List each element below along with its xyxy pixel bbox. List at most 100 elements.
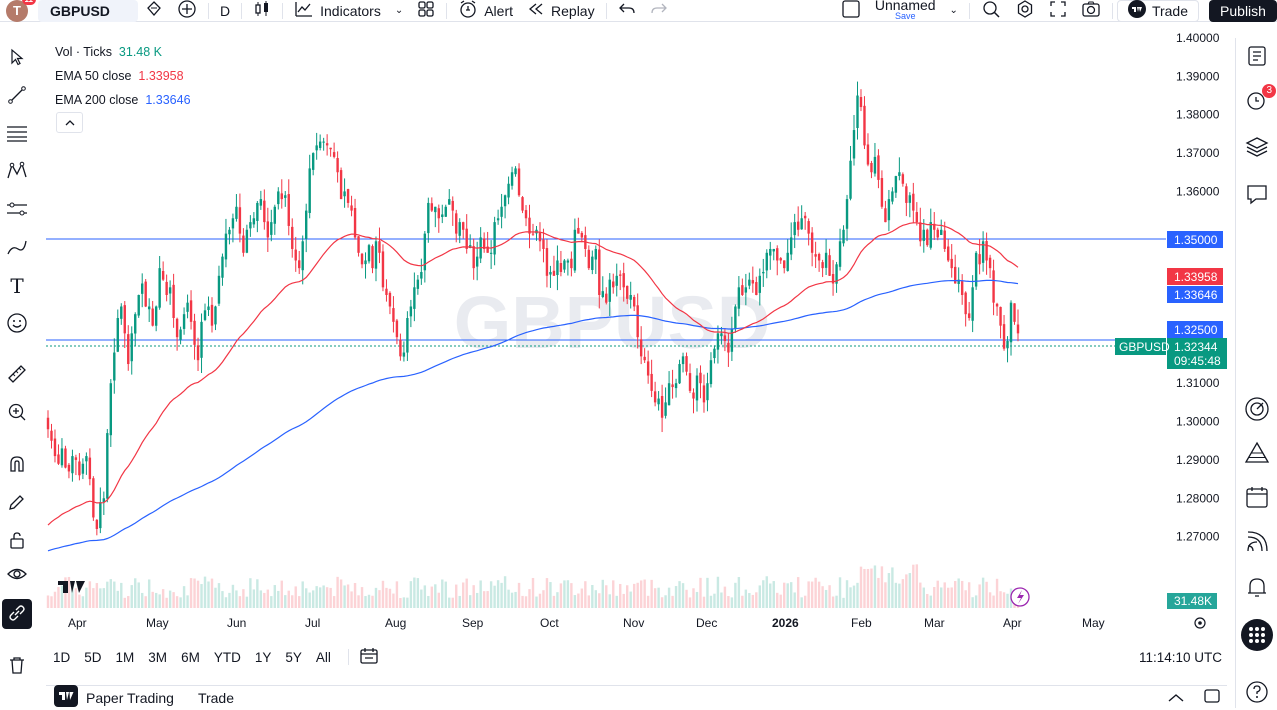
user-avatar[interactable]: T11	[6, 0, 36, 22]
text-tool[interactable]: T	[2, 271, 32, 301]
range-all[interactable]: All	[315, 649, 331, 665]
snapshot-button[interactable]	[1074, 0, 1108, 22]
paper-trading-tab[interactable]: Paper Trading	[86, 689, 174, 706]
candle-body	[744, 287, 748, 293]
volume-bar	[671, 595, 674, 608]
settings-button[interactable]	[1008, 0, 1042, 22]
expand-panel-button[interactable]	[1167, 690, 1185, 706]
volume-bar	[217, 583, 221, 608]
hide-drawings[interactable]	[2, 560, 32, 590]
time-axis-label: 2026	[772, 616, 799, 630]
calendar-button[interactable]	[1242, 483, 1272, 513]
maximize-panel-button[interactable]	[1203, 688, 1221, 707]
candle-body	[636, 305, 639, 338]
emoji-tool[interactable]	[2, 309, 32, 339]
watchlist-button[interactable]	[1242, 42, 1272, 72]
legend-row-ema200[interactable]: EMA 200 close 1.33646	[55, 88, 191, 112]
candle-body	[298, 260, 301, 269]
candle-body	[305, 210, 308, 239]
symbol-tag-text: GBPUSD	[1119, 340, 1170, 354]
cursor-tool[interactable]	[2, 43, 32, 73]
range-ytd[interactable]: YTD	[213, 649, 241, 665]
calendar-icon	[1245, 485, 1269, 512]
lightning-icon[interactable]	[1010, 587, 1030, 607]
streams-button[interactable]	[1242, 528, 1272, 558]
sync-drawings[interactable]	[2, 599, 32, 629]
volume-bar	[943, 582, 946, 608]
symbol-search[interactable]: GBPUSD	[38, 0, 138, 22]
layouts-button[interactable]	[410, 0, 442, 22]
magnet-tool[interactable]	[2, 450, 32, 480]
layout-name-label: Unnamed	[874, 0, 936, 13]
price-axis[interactable]: 1.40000 1.39000 1.38000 1.37000 1.36000 1.310…	[1176, 31, 1220, 544]
volume-bar	[845, 580, 849, 608]
chart-type-button[interactable]	[246, 0, 278, 22]
chats-button[interactable]	[1242, 180, 1272, 210]
add-symbol-button[interactable]	[170, 0, 204, 22]
trade-tab[interactable]: Trade	[197, 689, 235, 706]
fib-tool[interactable]	[2, 119, 32, 149]
quick-search-button[interactable]	[974, 0, 1008, 22]
candle-body	[385, 288, 388, 295]
zoom-in-tool[interactable]	[2, 398, 32, 428]
measure-tool[interactable]	[2, 360, 32, 390]
indicators-button[interactable]: Indicators	[287, 0, 388, 22]
candle-body	[709, 360, 713, 385]
layout-dropdown[interactable]: ⌄	[943, 0, 965, 22]
layout-select-button[interactable]	[834, 0, 868, 22]
notifications-button[interactable]	[1242, 573, 1272, 603]
paper-trading-logo-icon	[54, 685, 78, 710]
ema200-line	[47, 279, 1019, 552]
range-5y[interactable]: 5Y	[285, 649, 302, 665]
screener-button[interactable]	[1242, 395, 1272, 425]
trade-button[interactable]: Trade	[1116, 0, 1199, 22]
interval-button[interactable]: D	[213, 0, 237, 22]
range-5d[interactable]: 5D	[84, 649, 102, 665]
trend-line-tool[interactable]	[2, 81, 32, 111]
alerts-button[interactable]: 3	[1242, 84, 1276, 116]
layout-name[interactable]: Unnamed Save	[868, 0, 943, 22]
volume-bar	[870, 568, 873, 608]
remove-drawings[interactable]	[2, 651, 32, 681]
alert-button[interactable]: Alert	[451, 0, 520, 22]
products-button[interactable]	[1241, 618, 1273, 651]
candle-body	[995, 303, 999, 307]
goto-date-button[interactable]	[359, 647, 379, 668]
volume-bar	[294, 586, 297, 608]
candle-body	[137, 294, 140, 316]
fullscreen-button[interactable]	[1042, 0, 1074, 22]
time-axis[interactable]: Apr May Jun Jul Aug Sep Oct Nov Dec 2026 Feb Mar Apr…	[68, 616, 1105, 630]
legend-row-volume[interactable]: Vol · Ticks 31.48 K	[55, 40, 191, 64]
brush-tool[interactable]	[2, 233, 32, 263]
time-axis-settings-icon[interactable]	[1194, 617, 1206, 629]
volume-bar	[995, 578, 999, 608]
forecast-tool[interactable]	[2, 195, 32, 225]
utc-clock[interactable]: 11:14:10 UTC	[1138, 650, 1222, 665]
volume-bar	[336, 576, 339, 608]
lock-all-drawings[interactable]	[2, 526, 32, 556]
publish-button[interactable]: Publish	[1209, 0, 1277, 22]
redo-button[interactable]	[643, 0, 675, 22]
candle-body	[608, 279, 611, 302]
help-button[interactable]	[1242, 678, 1272, 708]
range-1d[interactable]: 1D	[53, 649, 71, 665]
volume-bar	[287, 590, 290, 608]
replay-button[interactable]: Replay	[520, 0, 602, 22]
pencil-lock-icon	[7, 492, 27, 515]
range-6m[interactable]: 6M	[181, 649, 200, 665]
lock-drawings-pencil[interactable]	[2, 488, 32, 518]
pattern-tool[interactable]	[2, 157, 32, 187]
indicators-dropdown[interactable]: ⌄	[388, 0, 410, 22]
undo-button[interactable]	[611, 0, 643, 22]
volume-bar	[880, 566, 884, 608]
legend-row-ema50[interactable]: EMA 50 close 1.33958	[55, 64, 191, 88]
range-1m[interactable]: 1M	[115, 649, 135, 665]
ideas-button[interactable]	[1242, 439, 1272, 469]
range-1y[interactable]: 1Y	[254, 649, 272, 665]
candle-body	[350, 205, 353, 211]
legend-collapse-button[interactable]	[56, 112, 83, 133]
compare-symbol-button[interactable]	[138, 0, 170, 22]
object-tree-button[interactable]	[1242, 133, 1272, 163]
range-3m[interactable]: 3M	[148, 649, 168, 665]
